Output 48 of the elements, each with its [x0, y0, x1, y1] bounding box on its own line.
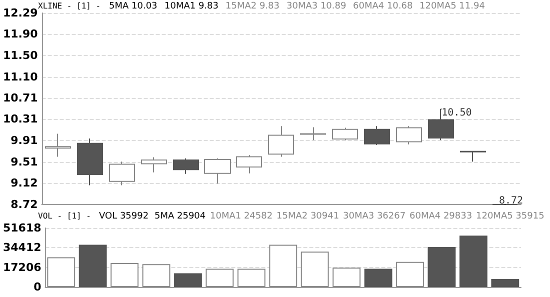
y-tick-label: 17206	[2, 260, 42, 274]
bar	[206, 268, 234, 287]
chart-title: XLINE - [1] -	[38, 2, 101, 10]
y-tick-label: 34412	[2, 241, 42, 254]
candlestick	[460, 150, 486, 162]
bar	[78, 244, 107, 287]
bar	[300, 252, 329, 287]
bar	[428, 246, 456, 287]
annotation: 10.50	[442, 108, 472, 119]
bar	[237, 268, 266, 287]
candlestick	[77, 138, 103, 186]
candlestick	[268, 126, 294, 158]
candlestick	[236, 154, 262, 174]
bar	[269, 244, 298, 287]
bar	[110, 262, 139, 287]
y-tick-label: 11.90	[2, 27, 38, 40]
y-tick-label: 9.91	[10, 134, 38, 148]
bar	[364, 268, 392, 287]
candlestick	[141, 156, 167, 173]
y-tick-label: 11.50	[2, 48, 38, 62]
y-tick-label: 9.12	[10, 176, 38, 190]
y-tick-label: 9.51	[10, 156, 38, 169]
y-tick-label: 10.71	[2, 91, 38, 104]
candlestick	[109, 161, 135, 186]
candlestick	[173, 158, 199, 174]
bar	[396, 262, 424, 287]
y-tick-label: 11.10	[2, 70, 38, 84]
bar	[491, 279, 520, 287]
y-tick-label: 0	[34, 280, 42, 294]
candlestick	[45, 133, 71, 158]
y-tick-label: 51618	[2, 222, 42, 234]
candlestick	[364, 126, 390, 146]
y-tick-label: 12.29	[2, 6, 38, 20]
candlestick	[300, 126, 326, 141]
annotation: 8.72	[498, 196, 524, 206]
chart-subtitle: 5MA 10.03 10MA1 9.83 15MA2 9.83 30MA3 10.89 60MA4 10.68 120MA5 11.94	[109, 2, 486, 12]
chart-title: VOL - [1] -	[38, 212, 91, 220]
candlestick	[332, 127, 358, 141]
y-tick-label: 10.31	[2, 112, 38, 126]
bar	[174, 273, 202, 287]
candlestick	[396, 126, 422, 145]
bar	[47, 257, 76, 287]
bar	[332, 268, 361, 287]
bar	[459, 236, 488, 287]
chart-subtitle: VOL 35992 5MA 25904 10MA1 24582 15MA2 30941 30MA3 36267 60MA4 29833 120MA5 35915	[99, 212, 544, 222]
bar	[142, 264, 170, 287]
candlestick	[204, 158, 231, 184]
y-tick-label: 8.72	[10, 198, 38, 211]
